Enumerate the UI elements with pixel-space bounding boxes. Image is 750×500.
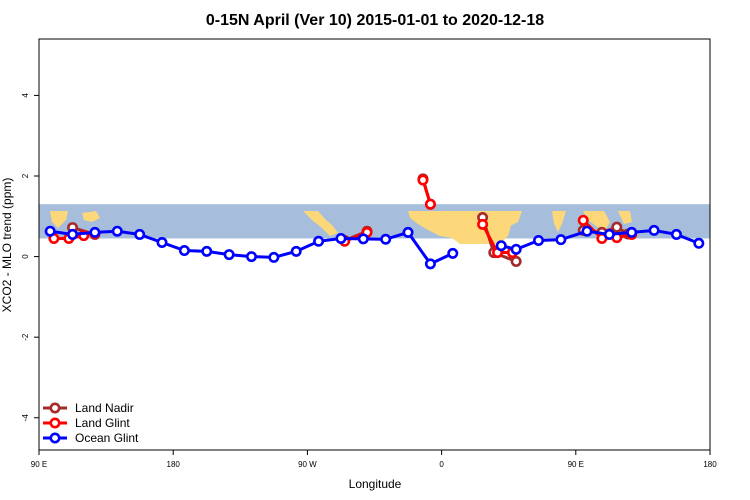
data-point [626,226,638,238]
data-point [201,245,213,257]
land-central-america [303,211,338,236]
data-point [89,226,101,238]
data-point [268,251,280,263]
y-axis-label: XCO2 - MLO trend (ppm) [0,178,14,313]
data-point [670,228,682,240]
series-line [500,228,700,251]
data-point [178,245,190,257]
legend-item: Ocean Glint [43,431,139,445]
land-indonesia-west [50,211,68,228]
x-tick-label: 90 W [298,460,317,469]
data-point [648,224,660,236]
data-point [313,235,325,247]
data-point [402,226,414,238]
data-point [477,218,489,230]
y-tick-label: -2 [21,333,30,341]
data-point [111,225,123,237]
x-axis-label: Longitude [349,477,402,491]
x-tick-label: 180 [167,460,181,469]
legend-swatch-marker [49,417,61,429]
legend-label: Land Glint [75,416,130,430]
data-point [156,236,168,248]
legend-item: Land Glint [43,416,130,430]
legend-swatch-marker [49,432,61,444]
legend-label: Land Nadir [75,401,134,415]
data-point [417,174,429,186]
data-point [533,234,545,246]
data-point [693,237,705,249]
data-point [357,233,369,245]
data-point [424,198,436,210]
data-point [510,255,522,267]
data-point [603,228,615,240]
data-point [555,234,567,246]
data-point [335,232,347,244]
data-point [495,240,507,252]
y-tick-label: 2 [21,173,30,178]
data-point [223,249,235,261]
land-philippines [618,211,632,224]
x-tick-label: 90 E [568,460,584,469]
land-new-guinea [82,211,100,222]
land-southeast-asia [583,211,610,232]
data-point [577,214,589,226]
data-point [245,251,257,263]
data-point [290,245,302,257]
legend-swatch-marker [49,402,61,414]
x-tick-label: 0 [439,460,444,469]
series-ocean-glint [44,224,705,270]
x-tick-label: 90 E [31,460,47,469]
land-india [552,211,566,232]
y-tick-label: -4 [21,414,30,422]
legend-label: Ocean Glint [75,431,139,445]
plot-frame [38,38,711,451]
data-point [134,228,146,240]
chart-title: 0-15N April (Ver 10) 2015-01-01 to 2020-… [206,12,544,29]
y-tick-label: 4 [21,93,30,98]
data-point [380,233,392,245]
data-point [67,228,79,240]
data-point [581,225,593,237]
x-tick-label: 180 [703,460,717,469]
data-point [447,247,459,259]
data-point [424,258,436,270]
y-tick-label: 0 [21,254,30,259]
data-point [510,243,522,255]
data-point [44,225,56,237]
land-horn-africa [500,211,522,226]
legend-item: Land Nadir [43,401,134,415]
data-point [611,221,623,233]
